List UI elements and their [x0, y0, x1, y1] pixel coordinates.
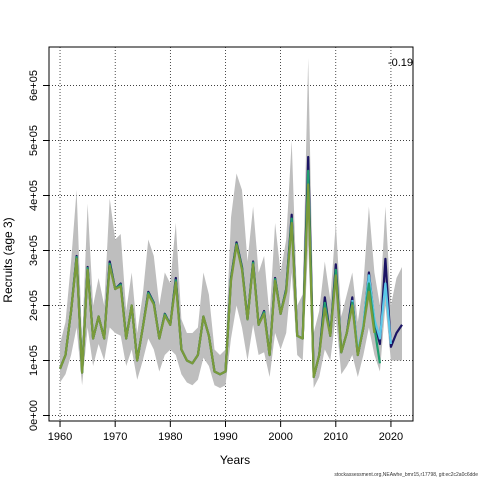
x-tick-label: 1960: [48, 431, 72, 443]
series-line-4: [58, 183, 376, 379]
y-tick-label: 1e+05: [28, 345, 40, 376]
x-tick-label: 1970: [103, 431, 127, 443]
x-tick-label: 1980: [158, 431, 182, 443]
x-axis-label: Years: [220, 453, 250, 467]
x-tick-label: 1990: [213, 431, 237, 443]
chart-annotation: -0.19: [388, 57, 413, 69]
grid-lines: [49, 47, 413, 421]
x-tick-label: 2020: [379, 431, 403, 443]
y-tick-label: 2e+05: [28, 290, 40, 321]
series-lines: [58, 155, 403, 379]
y-tick-label: 0e+00: [28, 400, 40, 431]
y-tick-label: 6e+05: [28, 70, 40, 101]
y-tick-label: 4e+05: [28, 180, 40, 211]
x-tick-label: 2010: [324, 431, 348, 443]
axes: 1960 1970 1980 1990 2000 2010 2020 0e+00 1e+05 2e…: [28, 46, 414, 443]
y-tick-label: 3e+05: [28, 235, 40, 266]
x-tick-label: 2000: [268, 431, 292, 443]
y-tick-label: 5e+05: [28, 125, 40, 156]
footer-credit: stockassessment.org,NEAwhe_bmr15,r17798,…: [334, 472, 478, 478]
plot-frame: [48, 46, 414, 422]
y-axis-label: Recruits (age 3): [1, 217, 15, 302]
